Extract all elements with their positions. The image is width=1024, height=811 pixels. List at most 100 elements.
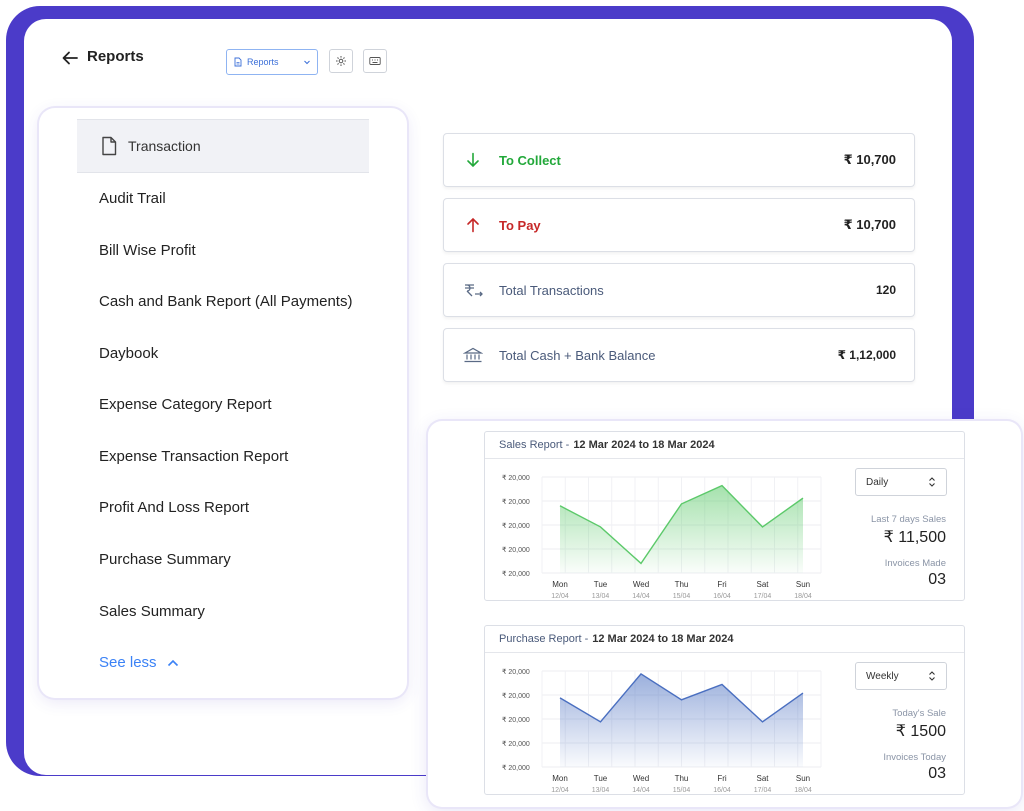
y-tick-label: ₹ 20,000 (502, 498, 530, 506)
chevron-down-icon (304, 60, 310, 65)
purchase-period-select[interactable]: Weekly (855, 662, 947, 690)
x-tick-sublabel: 12/04 (551, 787, 569, 794)
to-collect-value: ₹ 10,700 (843, 152, 896, 167)
purchase-report-panel: Purchase Report - 12 Mar 2024 to 18 Mar … (484, 625, 965, 795)
report-type-select[interactable]: Reports (226, 49, 318, 75)
x-tick-label: Thu (675, 580, 689, 589)
sales-report-panel: Sales Report - 12 Mar 2024 to 18 Mar 202… (484, 431, 965, 601)
x-tick-label: Sun (796, 580, 810, 589)
x-tick-sublabel: 17/04 (754, 593, 772, 600)
purchase-stat1-label: Today's Sale (892, 708, 946, 719)
total-transactions-card[interactable]: Total Transactions 120 (443, 263, 915, 317)
x-tick-label: Sat (756, 774, 769, 783)
y-tick-label: ₹ 20,000 (502, 668, 530, 676)
x-tick-sublabel: 13/04 (592, 593, 610, 600)
y-tick-label: ₹ 20,000 (502, 764, 530, 772)
report-item-transaction[interactable]: Transaction (77, 119, 369, 173)
cash-bank-balance-value: ₹ 1,12,000 (837, 348, 896, 362)
report-item-profit-loss[interactable]: Profit And Loss Report (99, 499, 250, 516)
x-tick-label: Thu (675, 774, 689, 783)
x-tick-sublabel: 17/04 (754, 787, 772, 794)
x-tick-label: Wed (633, 774, 649, 783)
rupee-transfer-icon (465, 284, 483, 297)
sales-report-title-text: Sales Report - (499, 439, 570, 451)
x-tick-sublabel: 18/04 (794, 787, 812, 794)
charts-card: Sales Report - 12 Mar 2024 to 18 Mar 202… (428, 421, 1021, 807)
purchase-period-label: Weekly (866, 670, 899, 682)
x-tick-sublabel: 14/04 (632, 787, 650, 794)
x-tick-label: Wed (633, 580, 649, 589)
sort-arrows-icon (929, 671, 935, 681)
report-item-expense-category[interactable]: Expense Category Report (99, 396, 272, 413)
purchase-chart: ₹ 20,000 ₹ 20,000 ₹ 20,000 ₹ 20,000 ₹ 20,000… (502, 668, 822, 794)
y-tick-label: ₹ 20,000 (502, 546, 530, 554)
chevron-up-icon (167, 659, 178, 666)
y-tick-label: ₹ 20,000 (502, 692, 530, 700)
keyboard-button[interactable] (363, 49, 387, 73)
report-item-label: Transaction (128, 138, 201, 154)
cash-bank-balance-card[interactable]: Total Cash + Bank Balance ₹ 1,12,000 (443, 328, 915, 382)
report-item-cash-bank[interactable]: Cash and Bank Report (All Payments) (99, 293, 353, 310)
report-list-card: Transaction Audit Trail Bill Wise Profit… (39, 108, 407, 698)
purchase-stat2-label: Invoices Today (883, 752, 946, 763)
total-transactions-value: 120 (875, 283, 896, 297)
report-item-sales-summary[interactable]: Sales Summary (99, 603, 205, 620)
y-tick-label: ₹ 20,000 (502, 716, 530, 724)
sales-chart: ₹ 20,000 ₹ 20,000 ₹ 20,000 ₹ 20,000 ₹ 20,000… (502, 474, 822, 600)
series-area (560, 485, 803, 573)
y-tick-label: ₹ 20,000 (502, 740, 530, 748)
sales-stat2-label: Invoices Made (884, 558, 946, 569)
gear-icon (336, 56, 346, 66)
sales-period-select[interactable]: Daily (855, 468, 947, 496)
series-area (560, 673, 803, 767)
arrow-up-icon (467, 217, 479, 233)
see-less-label: See less (99, 654, 157, 671)
x-tick-label: Sun (796, 774, 810, 783)
sales-stat1-value: ₹ 11,500 (883, 529, 946, 546)
report-item-purchase-summary[interactable]: Purchase Summary (99, 551, 231, 568)
x-tick-sublabel: 15/04 (673, 787, 691, 794)
see-less-link[interactable]: See less (99, 654, 179, 671)
report-item-daybook[interactable]: Daybook (99, 345, 159, 362)
x-tick-label: Mon (552, 580, 568, 589)
sales-stat1-label: Last 7 days Sales (871, 514, 946, 525)
to-pay-label: To Pay (499, 217, 541, 233)
x-tick-label: Tue (594, 774, 608, 783)
purchase-report-title-text: Purchase Report - (499, 633, 589, 645)
purchase-stat1-value: ₹ 1500 (895, 723, 946, 740)
x-tick-label: Fri (717, 580, 727, 589)
x-tick-label: Tue (594, 580, 608, 589)
report-type-label: Reports (247, 57, 279, 67)
x-tick-sublabel: 14/04 (632, 593, 650, 600)
cash-bank-balance-label: Total Cash + Bank Balance (499, 347, 656, 363)
to-pay-value: ₹ 10,700 (843, 217, 896, 232)
x-tick-label: Mon (552, 774, 568, 783)
document-icon (102, 136, 117, 156)
x-tick-sublabel: 12/04 (551, 593, 569, 600)
bank-icon (463, 347, 483, 363)
report-item-audit-trail[interactable]: Audit Trail (99, 190, 166, 207)
x-tick-label: Fri (717, 774, 727, 783)
x-tick-sublabel: 18/04 (794, 593, 812, 600)
to-collect-card[interactable]: To Collect ₹ 10,700 (443, 133, 915, 187)
report-item-bill-wise-profit[interactable]: Bill Wise Profit (99, 242, 196, 259)
sales-stat2-value: 03 (928, 571, 946, 588)
to-collect-label: To Collect (499, 152, 561, 168)
keyboard-icon (369, 57, 381, 65)
settings-button[interactable] (329, 49, 353, 73)
page-title: Reports (87, 48, 144, 65)
back-arrow-icon[interactable] (60, 48, 80, 68)
report-item-expense-transaction[interactable]: Expense Transaction Report (99, 448, 289, 465)
series-line (559, 484, 804, 565)
sort-arrows-icon (929, 477, 935, 487)
sales-report-title: Sales Report - 12 Mar 2024 to 18 Mar 202… (485, 432, 964, 459)
y-tick-label: ₹ 20,000 (502, 570, 530, 578)
to-pay-card[interactable]: To Pay ₹ 10,700 (443, 198, 915, 252)
document-icon (234, 57, 242, 67)
total-transactions-label: Total Transactions (499, 282, 604, 298)
arrow-down-icon (467, 152, 479, 168)
x-tick-sublabel: 15/04 (673, 593, 691, 600)
x-tick-sublabel: 13/04 (592, 787, 610, 794)
x-tick-sublabel: 16/04 (713, 787, 731, 794)
sales-report-dates: 12 Mar 2024 to 18 Mar 2024 (573, 439, 715, 451)
